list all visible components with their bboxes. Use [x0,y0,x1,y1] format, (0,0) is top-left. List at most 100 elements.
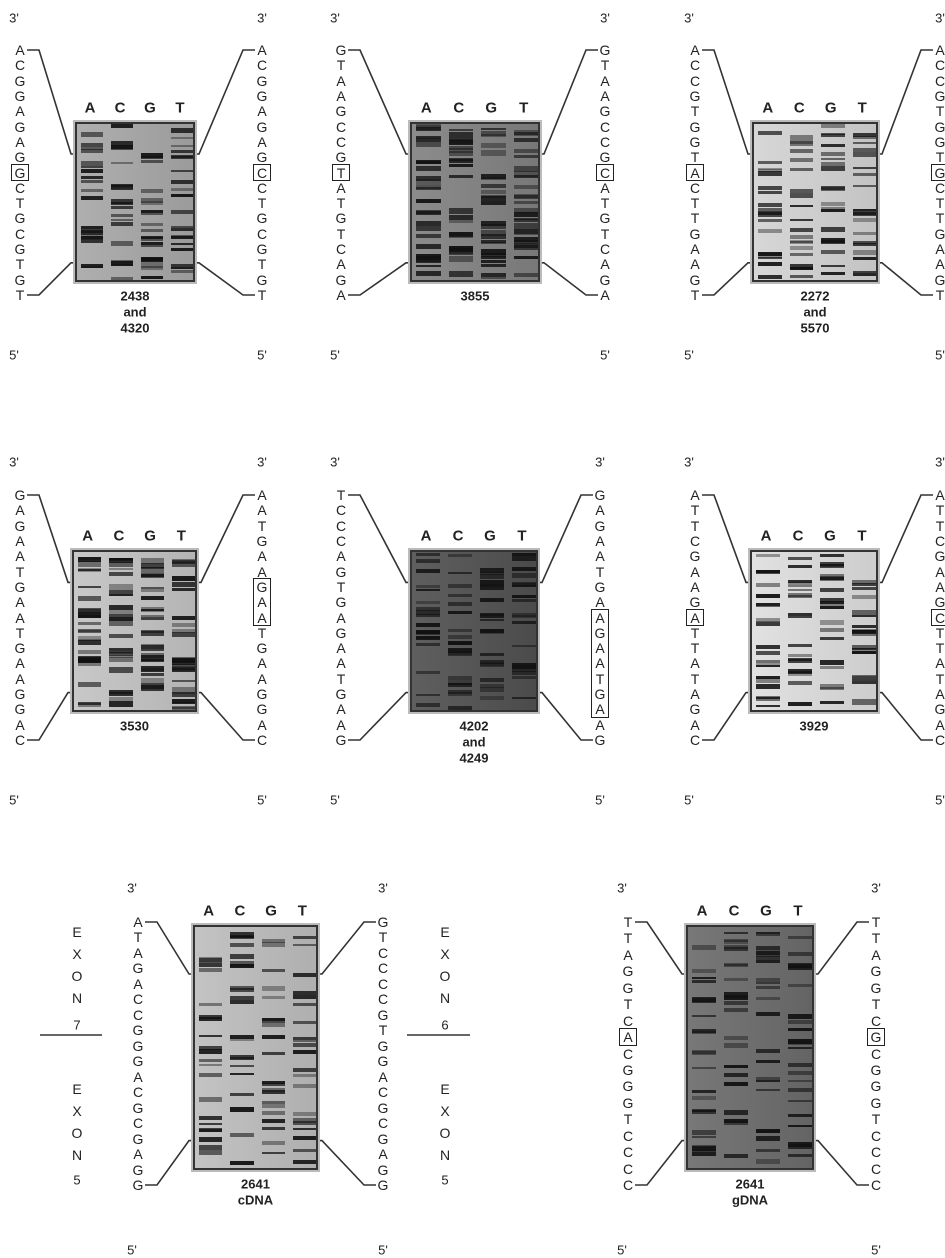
gel-band [692,1110,716,1112]
gel-band [141,609,164,612]
gel-band [416,607,440,610]
gel-band [724,1119,748,1123]
base: A [336,702,345,716]
base: C [133,992,143,1006]
base: G [133,1132,144,1146]
base: G [935,595,945,609]
gel-band [756,982,780,984]
gel-band [111,145,133,149]
base: C [378,992,388,1006]
gel-band [790,149,814,154]
gel-band [172,616,195,620]
base: G [690,120,701,134]
strand-end-5: 5' [9,794,19,807]
gel-band [448,635,472,640]
base: A [15,534,24,548]
base: G [133,961,144,975]
gel-band [756,950,780,954]
gel-band [262,986,285,990]
gel-band [293,973,316,977]
gel-band [756,1159,780,1164]
gel-band [171,194,193,197]
base: C [336,534,346,548]
base: C [935,181,945,195]
bracket [538,495,593,582]
gel-band [788,1041,812,1045]
gel-band [262,1081,285,1085]
strand-end-5: 5' [684,349,694,362]
base: A [690,257,699,271]
gel-band [481,196,506,201]
base: T [624,915,633,929]
gel-band [788,1020,812,1024]
gel-band [821,209,845,212]
base: T [872,931,881,945]
base: A [336,89,345,103]
gel-band [293,1128,316,1130]
gel-band [416,631,440,635]
gel-band [416,585,440,588]
base: G [935,89,945,103]
gel-band [78,568,101,572]
gel-band [262,1052,285,1054]
base: G [133,1101,144,1115]
gel-band [853,185,877,187]
gel-band [78,656,101,661]
gel-band [171,248,193,251]
gel-band [724,1043,748,1048]
gel-band [111,214,133,217]
gel-band [853,148,877,152]
base: T [624,1112,633,1126]
gel-band [853,250,877,254]
gel-band [852,676,876,681]
base: G [15,242,26,256]
base: A [935,580,944,594]
gel-band [788,1100,812,1103]
gel-band [820,701,844,704]
gel-band [788,1088,812,1092]
bracket [348,495,410,582]
gel-band [692,1096,716,1099]
base: C [378,946,388,960]
exon-label: EXON [70,924,84,1012]
gel-band [109,568,132,570]
base: A [133,1147,142,1161]
base: A [336,641,345,655]
gel-band [230,1107,253,1111]
gel-band [758,186,782,190]
gel-caption: 3855 [461,290,490,303]
gel-band [449,175,474,178]
gel-band [449,146,474,150]
gel-band [78,650,101,654]
gel-band [141,567,164,573]
base: T [337,227,346,241]
gel-band [109,697,132,701]
gel-band [109,594,132,596]
gel-band [724,940,748,944]
base: C [623,1162,633,1176]
figure: 3'5'ACGGAGAGGCTGCGTGT3'5'ACGGAGAGCCTGCGT… [0,0,945,1258]
gel-band [81,132,103,137]
strand-end-3: 3' [684,456,694,469]
gel-band [821,272,845,275]
lane-label: G [484,529,496,544]
gel-band [109,584,132,590]
gel-band [262,1088,285,1092]
base: G [257,702,268,716]
base: G [935,549,945,563]
lane-label: A [421,529,432,544]
gel-band [416,636,440,640]
base: T [936,104,945,118]
gel-band [293,1118,316,1122]
exon-label: EXON [438,1081,452,1169]
gel-band [481,264,506,268]
gel-band [109,605,132,610]
base: C [378,1085,388,1099]
gel-band [512,669,536,672]
base: T [16,257,25,271]
gel-band [81,236,103,240]
mutation-box [11,164,29,181]
gel-band [78,557,101,560]
gel-band [230,1065,253,1067]
exon-label: EXON [70,1081,84,1169]
